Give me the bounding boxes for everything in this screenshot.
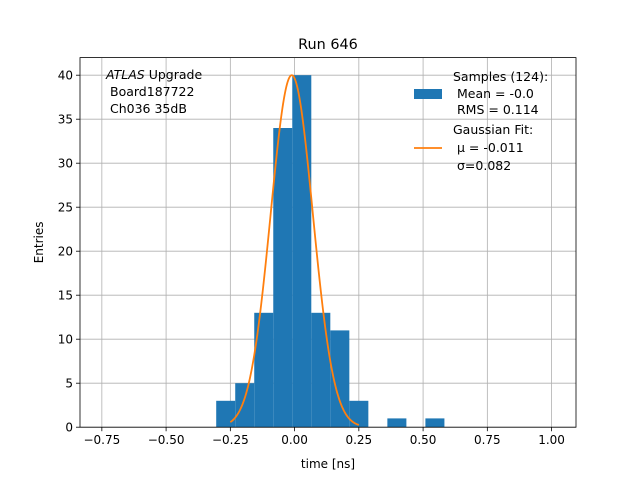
histogram-bar [216,400,236,428]
legend: Samples (124): Mean = -0.0 RMS = 0.114 G… [414,69,548,173]
annotation-line-1: ATLAS Upgrade [105,67,202,82]
x-tick-label: 0.50 [410,433,437,447]
x-tick-label: −0.25 [212,433,249,447]
x-tick-label: −0.50 [148,433,185,447]
y-tick-label: 0 [65,421,73,435]
annotation-line-2: Board187722 [110,84,194,99]
legend-fit-line-2: μ = -0.011 [457,140,524,155]
histogram-bar [273,128,293,428]
y-tick-label: 40 [58,69,73,83]
legend-hist-line-2: Mean = -0.0 [457,86,534,101]
legend-hist-line-3: RMS = 0.114 [457,102,539,117]
histogram-bar [292,75,312,428]
y-tick-label: 15 [58,289,73,303]
y-axis-ticks: 0 5 10 15 20 25 30 35 40 [58,69,80,435]
x-tick-label: −0.75 [83,433,120,447]
legend-hist-line-1: Samples (124): [453,69,548,84]
legend-fit-line-1: Gaussian Fit: [453,122,533,137]
histogram-bar [349,400,369,428]
y-tick-label: 10 [58,333,73,347]
chart-title: Run 646 [298,37,358,53]
y-tick-label: 35 [58,113,73,127]
y-axis-label: Entries [32,222,46,264]
histogram-bar [387,418,407,428]
x-tick-label: 0.25 [345,433,372,447]
legend-fit-line-3: σ=0.082 [457,158,511,173]
annotation-line-3: Ch036 35dB [110,101,187,116]
fit-curve [229,74,360,426]
x-tick-label: 0.75 [474,433,501,447]
histogram-bar [235,383,255,428]
atlas-annotation: ATLAS Upgrade Board187722 Ch036 35dB [105,67,202,116]
histogram-bar [330,330,350,428]
histogram-bar [254,312,274,428]
gaussian-fit [229,74,360,426]
x-axis-label: time [ns] [301,457,355,471]
plot-frame [79,57,577,428]
histogram-bars [216,75,445,428]
legend-histogram-swatch [414,89,442,99]
y-tick-label: 5 [65,377,73,391]
x-tick-label: 1.00 [538,433,565,447]
y-tick-label: 20 [58,245,73,259]
annotation-upgrade: Upgrade [149,67,203,82]
histogram-bar [311,312,331,428]
annotation-atlas: ATLAS [105,67,145,82]
x-tick-label: 0.00 [281,433,308,447]
histogram-bar [425,418,445,428]
x-axis-ticks: −0.75 −0.50 −0.25 0.00 0.25 0.50 0.75 1.00 [83,427,565,447]
y-tick-label: 30 [58,157,73,171]
y-tick-label: 25 [58,201,73,215]
